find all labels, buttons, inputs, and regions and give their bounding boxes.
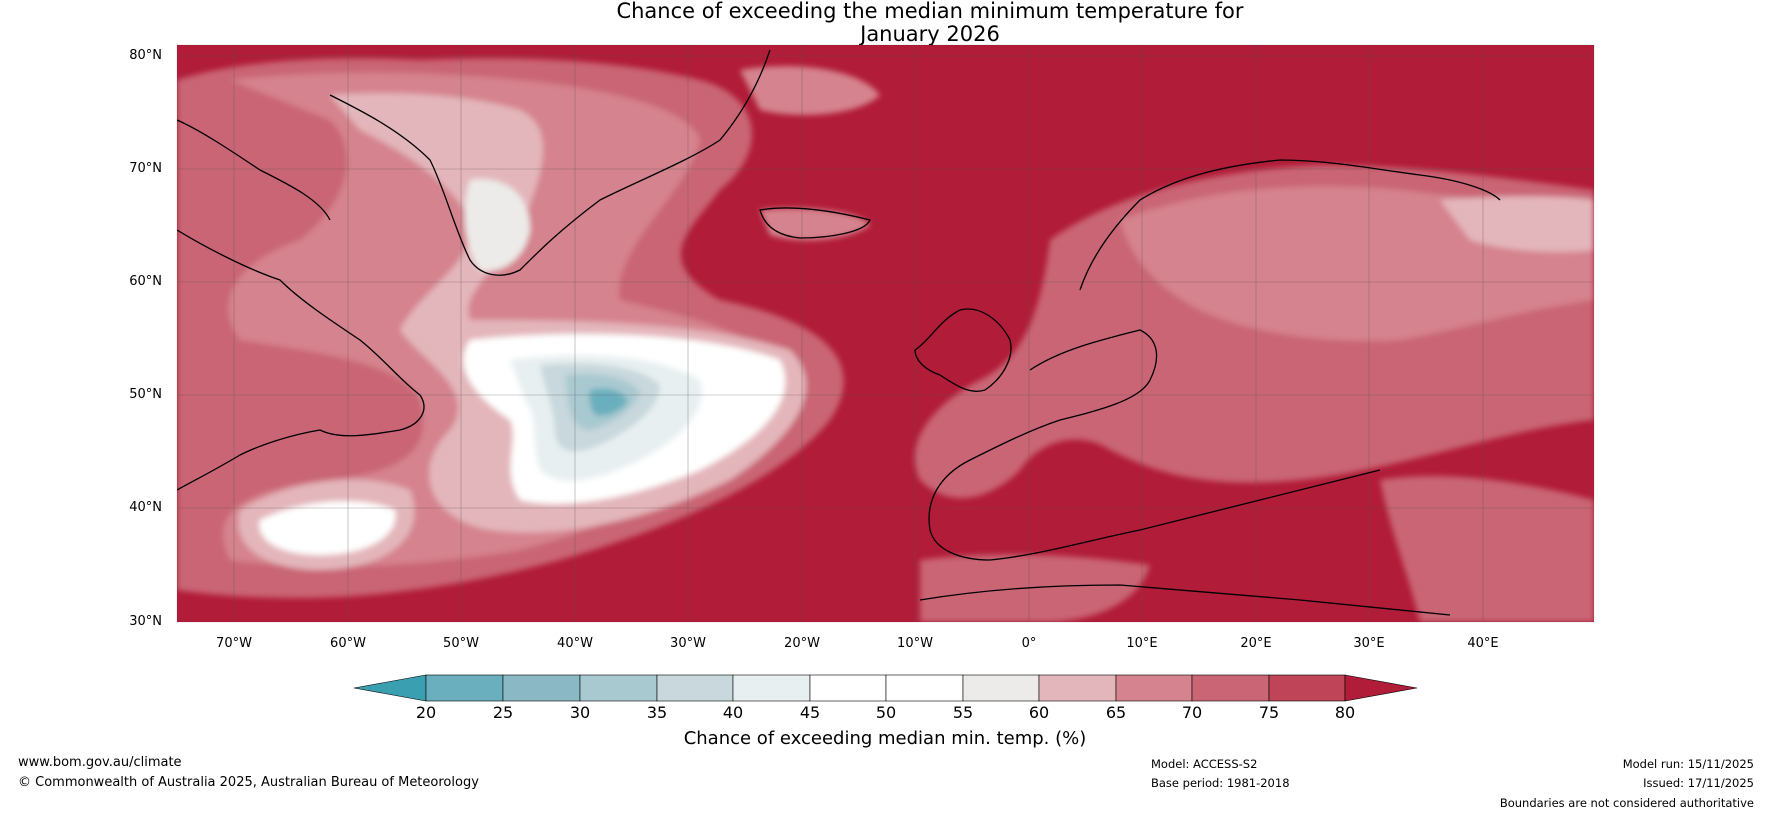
- lon-label-20e: 20°E: [1240, 636, 1272, 651]
- lon-label-20w: 20°W: [784, 636, 820, 651]
- scandinavia-coast: [1079, 159, 1501, 291]
- lat-label-50n: 50°N: [129, 387, 162, 402]
- lon-label-0: 0°: [1021, 636, 1037, 651]
- website-link[interactable]: www.bom.gov.au/climate: [18, 755, 182, 770]
- title-line-1: Chance of exceeding the median minimum t…: [616, 0, 1244, 23]
- region-60-65-north-atlantic: [740, 66, 880, 115]
- lon-label-40e: 40°E: [1467, 636, 1499, 651]
- region-60-65-iceland: [760, 208, 870, 241]
- canada-coast: [177, 229, 425, 491]
- issued-date: Issued: 17/11/2025: [1643, 776, 1754, 790]
- lon-label-40w: 40°W: [557, 636, 593, 651]
- lat-label-80n: 80°N: [129, 48, 162, 63]
- region-70-75-africa: [920, 554, 1150, 622]
- colorbar-tick-80: 80: [1334, 703, 1356, 722]
- lon-label-10e: 10°E: [1126, 636, 1158, 651]
- colorbar-band-60-65: [1038, 674, 1117, 702]
- colorbar-tick-30: 30: [569, 703, 591, 722]
- copyright-notice: © Commonwealth of Australia 2025, Austra…: [18, 775, 479, 790]
- colorbar-tick-40: 40: [722, 703, 744, 722]
- colorbar-band-45-50: [809, 674, 887, 702]
- colorbar-low-arrow: [353, 674, 427, 702]
- colorbar-band-25-30: [502, 674, 581, 702]
- base-period: Base period: 1981-2018: [1151, 776, 1290, 790]
- lon-label-50w: 50°W: [443, 636, 479, 651]
- lat-label-40n: 40°N: [129, 500, 162, 515]
- lat-label-60n: 60°N: [129, 274, 162, 289]
- colorbar-band-35-40: [656, 674, 734, 702]
- europe-coast: [928, 329, 1381, 561]
- model-run-date: Model run: 15/11/2025: [1622, 757, 1754, 771]
- colorbar-label: Chance of exceeding median min. temp. (%…: [683, 728, 1087, 749]
- colorbar-band-30-35: [579, 674, 658, 702]
- uk-ireland-coast: [914, 308, 1012, 392]
- colorbar-band-65-70: [1115, 674, 1193, 702]
- model-name: Model: ACCESS-S2: [1151, 757, 1258, 771]
- lat-label-70n: 70°N: [129, 161, 162, 176]
- region-70-75-mideast: [1380, 476, 1594, 622]
- colorbar: [353, 674, 1418, 702]
- coastlines: [177, 49, 1501, 616]
- colorbar-band-75-80: [1268, 674, 1346, 702]
- iceland-coast: [759, 207, 871, 239]
- lon-label-60w: 60°W: [330, 636, 366, 651]
- colorbar-tick-55: 55: [952, 703, 974, 722]
- colorbar-tick-25: 25: [492, 703, 514, 722]
- colorbar-tick-60: 60: [1028, 703, 1050, 722]
- colorbar-tick-35: 35: [646, 703, 668, 722]
- boundaries-disclaimer: Boundaries are not considered authoritat…: [1499, 796, 1754, 810]
- colorbar-band-20-25: [425, 674, 504, 702]
- mediterranean-south: [919, 584, 1451, 616]
- colorbar-band-40-45: [732, 674, 811, 702]
- colorbar-band-55-60: [962, 674, 1040, 702]
- map-title: Chance of exceeding the median minimum t…: [560, 0, 1300, 46]
- colorbar-tick-20: 20: [415, 703, 437, 722]
- colorbar-tick-45: 45: [799, 703, 821, 722]
- lon-label-10w: 10°W: [897, 636, 933, 651]
- graticule: [177, 45, 1594, 622]
- colorbar-tick-65: 65: [1105, 703, 1127, 722]
- colorbar-tick-50: 50: [875, 703, 897, 722]
- lon-label-30e: 30°E: [1353, 636, 1385, 651]
- region-60-65-east: [1440, 196, 1594, 252]
- region-55-60-greenland: [464, 179, 530, 271]
- colorbar-band-70-75: [1191, 674, 1270, 702]
- colorbar-tick-70: 70: [1181, 703, 1203, 722]
- title-line-2: January 2026: [860, 22, 1000, 46]
- colorbar-band-50-55: [885, 674, 964, 702]
- map-frame: [176, 44, 1595, 623]
- lat-label-30n: 30°N: [129, 614, 162, 629]
- region-50-55-south: [259, 501, 396, 555]
- lon-label-30w: 30°W: [670, 636, 706, 651]
- greenland-coast: [329, 49, 771, 276]
- lon-label-70w: 70°W: [216, 636, 252, 651]
- colorbar-tick-75: 75: [1258, 703, 1280, 722]
- colorbar-high-arrow: [1344, 674, 1418, 702]
- labrador-coast: [177, 119, 331, 221]
